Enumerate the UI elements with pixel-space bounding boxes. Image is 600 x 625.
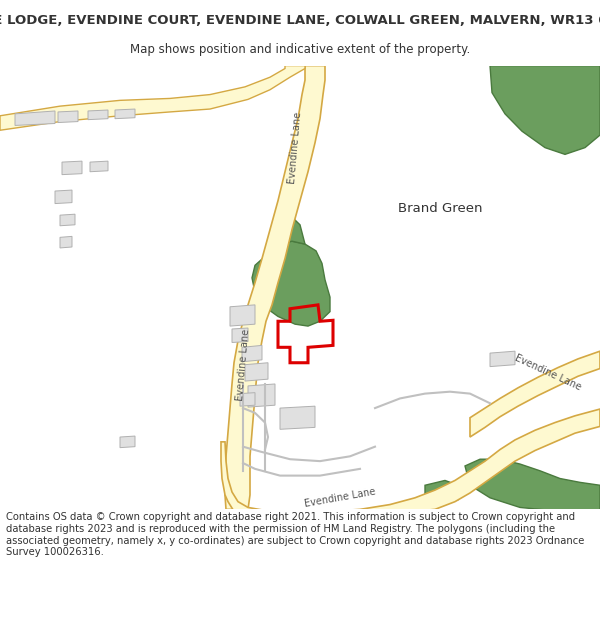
- Polygon shape: [252, 241, 330, 326]
- Polygon shape: [60, 214, 75, 226]
- Polygon shape: [62, 161, 82, 174]
- Text: THE LODGE, EVENDINE COURT, EVENDINE LANE, COLWALL GREEN, MALVERN, WR13 6DY: THE LODGE, EVENDINE COURT, EVENDINE LANE…: [0, 14, 600, 27]
- Polygon shape: [280, 406, 315, 429]
- Polygon shape: [55, 190, 72, 204]
- Text: Brand Green: Brand Green: [398, 202, 482, 215]
- Polygon shape: [225, 66, 325, 509]
- Text: Contains OS data © Crown copyright and database right 2021. This information is : Contains OS data © Crown copyright and d…: [6, 512, 584, 558]
- Text: Evendine Lane: Evendine Lane: [235, 328, 251, 401]
- Text: Evendine Lane: Evendine Lane: [304, 487, 376, 509]
- Text: Evendine Lane: Evendine Lane: [513, 352, 583, 392]
- Polygon shape: [0, 66, 305, 130]
- Text: Evendine Lane: Evendine Lane: [287, 111, 303, 184]
- Polygon shape: [15, 111, 55, 126]
- Text: Map shows position and indicative extent of the property.: Map shows position and indicative extent…: [130, 44, 470, 56]
- Polygon shape: [120, 436, 135, 447]
- Polygon shape: [248, 384, 275, 407]
- Polygon shape: [425, 481, 458, 504]
- Polygon shape: [490, 351, 515, 367]
- Polygon shape: [58, 111, 78, 123]
- Polygon shape: [470, 351, 600, 437]
- Polygon shape: [60, 236, 72, 248]
- Polygon shape: [240, 392, 255, 406]
- Polygon shape: [242, 346, 262, 362]
- Polygon shape: [90, 161, 108, 172]
- Polygon shape: [490, 66, 600, 154]
- Polygon shape: [115, 109, 135, 119]
- Polygon shape: [221, 409, 600, 511]
- Polygon shape: [232, 328, 248, 342]
- Polygon shape: [278, 215, 305, 244]
- Polygon shape: [88, 110, 108, 119]
- Polygon shape: [230, 305, 255, 326]
- Polygon shape: [245, 362, 268, 381]
- Polygon shape: [465, 459, 600, 511]
